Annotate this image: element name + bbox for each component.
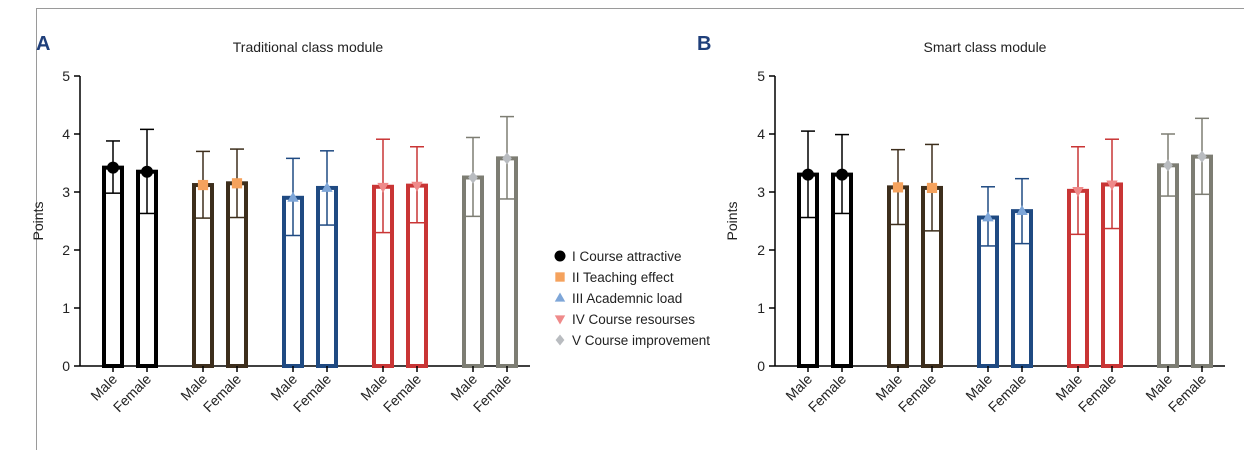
marker-iii-academnic-load-female [1016, 205, 1028, 216]
y-tick-label: 3 [757, 184, 765, 200]
marker-i-course-attractive-male [802, 168, 814, 181]
marker-i-course-attractive-female [836, 168, 848, 181]
legend: I Course attractive II Teaching effect III… [554, 249, 710, 348]
figure-frame [36, 8, 1244, 450]
marker-ii-teaching-effect-male [892, 182, 904, 193]
y-tick-label: 5 [757, 68, 765, 84]
y-tick-label: 1 [62, 300, 70, 316]
legend-marker-iv-course-resourses [554, 315, 566, 325]
x-tick-label-female: Female [805, 371, 849, 415]
marker-iv-course-resourses-female [411, 181, 423, 192]
legend-marker-ii-teaching-effect [555, 272, 565, 282]
y-tick-label: 3 [62, 184, 70, 200]
legend-marker-i-course-attractive [554, 250, 566, 262]
y-tick-label: 4 [62, 126, 70, 142]
marker-iii-academnic-load-female [321, 181, 333, 192]
x-tick-label-female: Female [1075, 371, 1119, 415]
marker-v-course-improvement-female [1197, 150, 1207, 163]
x-tick-label-female: Female [200, 371, 244, 415]
y-tick-label: 5 [62, 68, 70, 84]
marker-iv-course-resourses-male [1072, 186, 1084, 197]
marker-ii-teaching-effect-male [197, 179, 209, 191]
bar-i-course-attractive-male [102, 165, 124, 368]
marker-ii-teaching-effect-female [926, 182, 938, 194]
x-tick-label-female: Female [110, 371, 154, 415]
x-tick-label-female: Female [290, 371, 334, 415]
y-tick-label: 0 [757, 358, 765, 374]
x-tick-label-female: Female [470, 371, 514, 415]
x-tick-label-female: Female [895, 371, 939, 415]
marker-v-course-improvement-male [1163, 159, 1173, 172]
panel-a-letter: A [36, 33, 50, 55]
legend-marker-iii-academnic-load [554, 292, 566, 302]
legend-label-ii-teaching-effect: II Teaching effect [572, 270, 674, 285]
legend-label-iv-course-resourses: IV Course resourses [572, 312, 695, 327]
x-tick-label-female: Female [985, 371, 1029, 415]
y-tick-label: 1 [757, 300, 765, 316]
marker-i-course-attractive-female [141, 165, 153, 178]
y-tick-label: 4 [757, 126, 765, 142]
marker-ii-teaching-effect-female [231, 178, 243, 189]
marker-i-course-attractive-male [107, 161, 119, 174]
marker-v-course-improvement-male [468, 171, 478, 184]
y-tick-label: 2 [757, 242, 765, 258]
marker-iii-academnic-load-male [287, 191, 299, 202]
x-tick-label-female: Female [1165, 371, 1209, 415]
marker-iv-course-resourses-male [377, 182, 389, 193]
panel-b-title: Smart class module [924, 39, 1047, 55]
panel-a-ylabel: Points [30, 202, 46, 241]
marker-iii-academnic-load-male [982, 211, 994, 222]
legend-label-i-course-attractive: I Course attractive [572, 249, 682, 264]
panel-a-title: Traditional class module [233, 39, 384, 55]
legend-label-iii-academnic-load: III Academnic load [572, 291, 682, 306]
x-tick-label-female: Female [380, 371, 424, 415]
marker-v-course-improvement-female [502, 152, 512, 165]
y-tick-label: 0 [62, 358, 70, 374]
legend-label-v-course-improvement: V Course improvement [572, 333, 710, 348]
y-tick-label: 2 [62, 242, 70, 258]
panel-b-ylabel: Points [724, 202, 740, 241]
marker-iv-course-resourses-female [1106, 180, 1118, 191]
legend-marker-v-course-improvement [555, 334, 565, 346]
panel-b-letter: B [697, 33, 711, 55]
